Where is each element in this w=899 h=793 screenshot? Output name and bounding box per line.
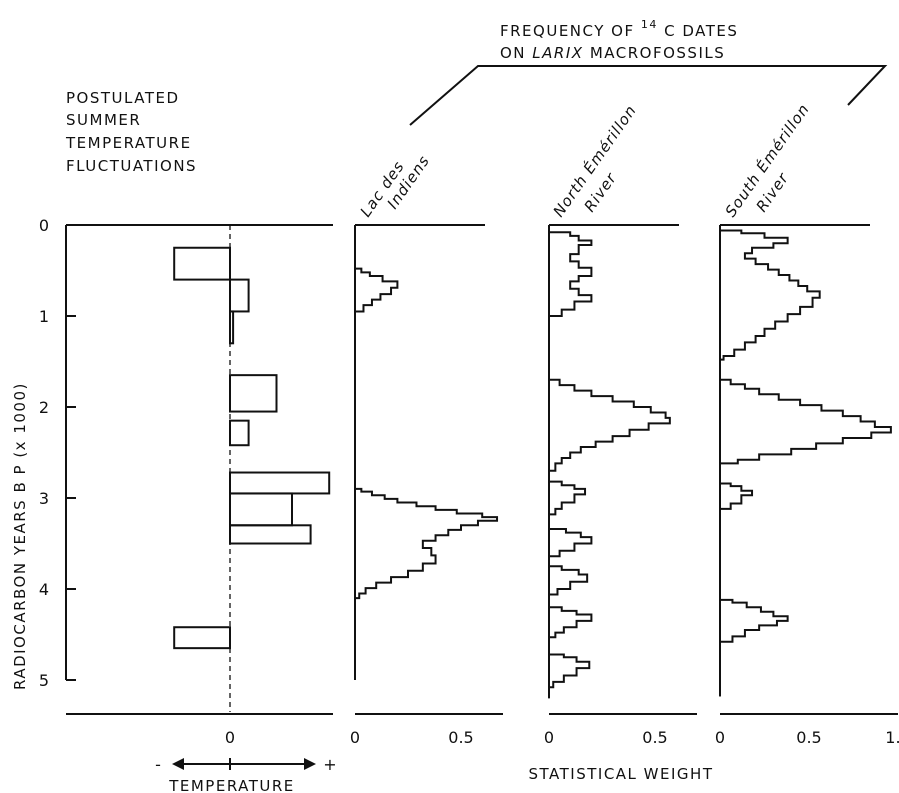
north-emerillon-x-tick-0.5: 0.5: [642, 728, 667, 747]
temperature-bar-9: [173, 626, 231, 650]
temperature-bar-1: [173, 246, 231, 281]
y-tick-label-1: 1: [39, 307, 49, 326]
temperature-bar-4: [229, 374, 278, 413]
temperature-plot: [65, 224, 333, 715]
temperature-plus-sign: +: [323, 755, 336, 774]
temperature-bar-5: [229, 419, 250, 447]
temperature-arrow-left-head: [172, 758, 184, 770]
north-emerillon-frequency-profile: [548, 225, 671, 699]
temperature-title-line4: FLUCTUATIONS: [66, 157, 197, 175]
temperature-bar-3: [229, 310, 235, 345]
temperature-title-line2: SUMMER: [66, 111, 141, 129]
y-tick-label-5: 5: [39, 671, 49, 690]
south-emerillon-x-tick-0: 0: [715, 728, 725, 747]
y-tick-label-2: 2: [39, 398, 49, 417]
frequency-subtitle-part2: MACROFOSSILS: [590, 44, 725, 62]
frequency-subtitle-part1: ON: [500, 44, 532, 62]
south-emerillon-frequency-profile: [719, 225, 892, 697]
y-axis-label: RADIOCARBON YEARS B P (x 1000): [11, 382, 29, 690]
y-tick-label-3: 3: [39, 489, 49, 508]
temperature-bar-7: [229, 492, 293, 527]
frequency-panel-north-emerillon: 0 0.5: [544, 224, 697, 747]
frequency-title: FREQUENCY OF 14 C DATES: [500, 14, 738, 40]
temperature-title-line3: TEMPERATURE: [65, 134, 192, 152]
lac-des-indiens-x-tick-0.5: 0.5: [448, 728, 473, 747]
frequency-subtitle: ON LARIX MACROFOSSILS: [500, 44, 725, 62]
lac-des-indiens-x-tick-0: 0: [350, 728, 360, 747]
south-emerillon-x-tick-1.0: 1.0: [885, 728, 899, 747]
y-tick-label-4: 4: [39, 580, 49, 599]
temperature-zero-tick-label: 0: [225, 728, 235, 747]
temperature-axis-label: TEMPERATURE: [168, 777, 295, 793]
temperature-title-line1: POSTULATED: [66, 89, 180, 107]
north-emerillon-x-tick-0: 0: [544, 728, 554, 747]
lac-des-indiens-frequency-profile: [354, 225, 499, 680]
temperature-bar-8: [229, 524, 312, 545]
frequency-title-superscript: 14: [641, 18, 658, 31]
frequency-panel-south-emerillon: 0 0.5 1.0: [715, 224, 899, 747]
frequency-title-part1: FREQUENCY OF: [500, 22, 641, 40]
weight-axis-label: STATISTICAL WEIGHT: [529, 765, 714, 783]
temperature-bar-2: [229, 278, 250, 313]
frequency-title-part2: C DATES: [664, 22, 738, 40]
temperature-minus-sign: -: [155, 755, 161, 774]
frequency-bracket: [409, 65, 888, 126]
frequency-panel-lac-des-indiens: 0 0.5: [350, 224, 503, 747]
temperature-arrow-right-head: [304, 758, 316, 770]
y-tick-label-0: 0: [39, 216, 49, 235]
south-emerillon-x-tick-0.5: 0.5: [796, 728, 821, 747]
frequency-subtitle-larix: LARIX: [532, 44, 583, 62]
temperature-bar-6: [229, 471, 331, 495]
